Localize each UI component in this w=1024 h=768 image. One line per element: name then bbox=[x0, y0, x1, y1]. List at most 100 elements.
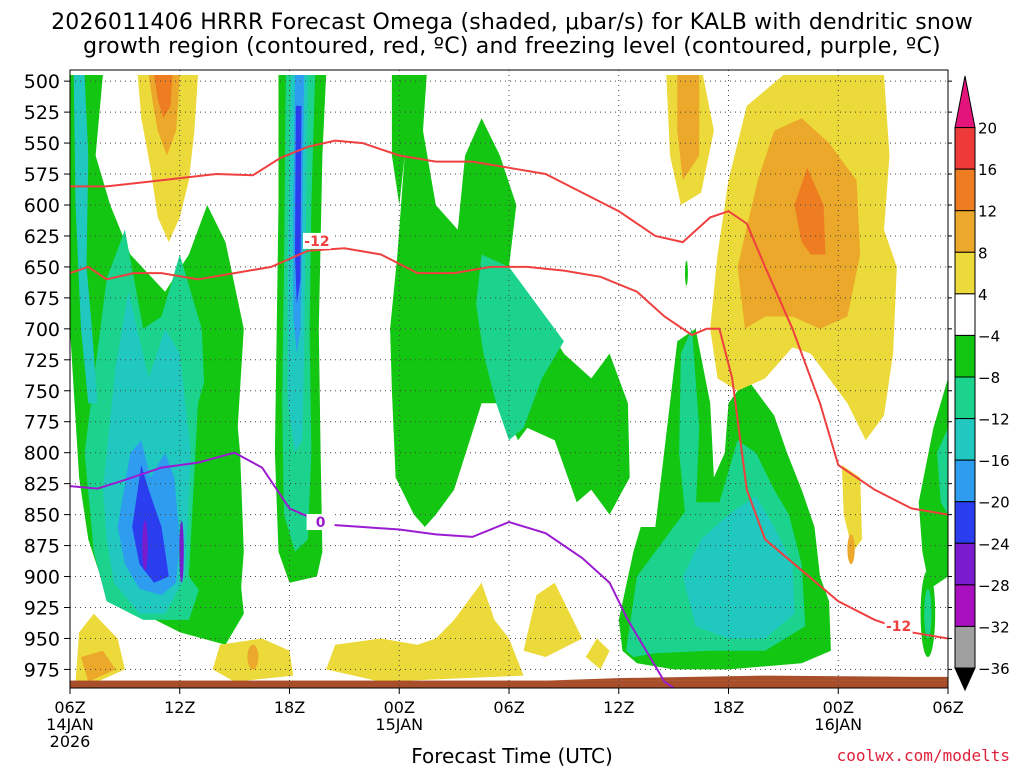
colorbar-box bbox=[954, 584, 976, 627]
contour-label-text: 0 bbox=[316, 515, 326, 531]
omega-area-minus24-left bbox=[132, 465, 169, 583]
colorbar-label: 16 bbox=[978, 161, 997, 179]
y-tick-label: 550 bbox=[24, 133, 60, 155]
omega-area-minus12-right-b bbox=[679, 328, 700, 527]
x-tick-label: 12Z bbox=[603, 698, 634, 717]
omega-area-plus4-low-middle-b bbox=[523, 582, 583, 657]
x-tick-date: 16JAN bbox=[814, 715, 862, 734]
y-tick-label: 575 bbox=[24, 164, 60, 186]
y-tick-label: 775 bbox=[24, 412, 60, 434]
colorbar-label: −12 bbox=[978, 411, 1010, 429]
omega-shading bbox=[70, 75, 948, 688]
ground-terrain-rise bbox=[545, 675, 948, 681]
x-tick-date: 14JAN bbox=[46, 715, 94, 734]
contour-label-bg bbox=[884, 618, 913, 635]
omega-area-minus8-left-b bbox=[188, 316, 244, 620]
y-tick-label: 850 bbox=[24, 505, 60, 527]
chart-title-line-2: growth region (contoured, red, ºC) and f… bbox=[83, 34, 941, 59]
ground-terrain bbox=[70, 680, 948, 688]
colorbar-label: 12 bbox=[978, 203, 997, 221]
x-tick-label: 00Z bbox=[823, 698, 854, 717]
y-tick-label: 950 bbox=[24, 628, 60, 650]
omega-area-plus8-right-b bbox=[847, 534, 855, 565]
y-tick-label: 675 bbox=[24, 288, 60, 310]
contour-label: -12 bbox=[302, 232, 331, 250]
y-tick-label: 925 bbox=[24, 597, 60, 619]
colorbar-box bbox=[954, 251, 976, 295]
omega-area-plus12-right bbox=[794, 167, 826, 255]
colorbar-label: −4 bbox=[978, 327, 1000, 345]
omega-area-plus4-low-middle bbox=[326, 582, 524, 682]
omega-area-plus4-right-b bbox=[841, 465, 862, 552]
x-tick-label: 06Z bbox=[493, 698, 524, 717]
site-credit: coolwx.com/modelts bbox=[836, 746, 1010, 765]
colorbar-label: −16 bbox=[978, 452, 1010, 470]
omega-area-minus16-left-top bbox=[73, 75, 98, 404]
colorbar-bottom-triangle bbox=[954, 667, 976, 692]
colorbar-box bbox=[954, 334, 976, 378]
contour-label-bg bbox=[306, 514, 335, 531]
y-tick-label: 875 bbox=[24, 536, 60, 558]
omega-area-plus8-low-b bbox=[247, 644, 259, 670]
colorbar-label: −8 bbox=[978, 369, 1000, 387]
colorbar-box bbox=[954, 293, 976, 336]
x-tick-label: 06Z bbox=[932, 698, 963, 717]
y-tick-label: 750 bbox=[24, 381, 60, 403]
x-tick-date: 15JAN bbox=[375, 715, 423, 734]
omega-area-minus12-far-right bbox=[937, 427, 948, 515]
y-tick-label: 525 bbox=[24, 102, 60, 124]
x-axis-title: Forecast Time (UTC) bbox=[411, 744, 613, 768]
contour-label: -12 bbox=[884, 618, 913, 635]
colorbar-label: −32 bbox=[978, 618, 1010, 636]
x-tick-label: 18Z bbox=[713, 698, 744, 717]
omega-area-minus16-right bbox=[682, 496, 795, 639]
omega-area-plus8-low-left bbox=[81, 650, 116, 682]
contour-dendritic-lower-12-c- bbox=[70, 247, 948, 640]
y-tick-label: 975 bbox=[24, 659, 60, 681]
omega-area-minus12-middle bbox=[476, 254, 564, 441]
x-tick-label: 00Z bbox=[384, 698, 415, 717]
contour-label-text: -12 bbox=[886, 619, 911, 635]
colorbar-box bbox=[954, 459, 976, 503]
colorbar-box bbox=[954, 168, 976, 212]
colorbar-label: −24 bbox=[978, 535, 1010, 553]
y-tick-label: 900 bbox=[24, 567, 60, 589]
contour-freezing-level-0-c- bbox=[70, 451, 675, 688]
omega-area-minus8-far-right bbox=[918, 378, 948, 589]
colorbar-box bbox=[954, 376, 976, 420]
y-tick-label: 600 bbox=[24, 195, 60, 217]
y-tick-label: 625 bbox=[24, 226, 60, 248]
colorbar-box bbox=[954, 625, 976, 669]
omega-area-minus12-far-right-b bbox=[924, 588, 932, 639]
contour-label: 0 bbox=[306, 514, 335, 531]
omega-area-minus8-spot bbox=[684, 260, 688, 286]
omega-area-minus8-upper bbox=[391, 75, 405, 205]
colorbar-label: −28 bbox=[978, 577, 1010, 595]
omega-area-plus4-top-left bbox=[137, 75, 198, 243]
y-axis: 500 525 550 575 600 625 650 675 700 725 750 775 800 8… bbox=[24, 71, 952, 681]
omega-area-minus28-left-b bbox=[179, 520, 184, 583]
contour-dendritic-upper-12-c- bbox=[70, 139, 948, 516]
colorbar-box bbox=[954, 501, 976, 544]
colorbar-label: 8 bbox=[978, 244, 988, 262]
omega-area-minus28-left-a bbox=[142, 520, 148, 571]
y-tick-label: 825 bbox=[24, 474, 60, 496]
omega-area-plus8-upper-right bbox=[677, 75, 700, 181]
contour-label-text: -12 bbox=[304, 234, 329, 250]
y-tick-label: 725 bbox=[24, 350, 60, 372]
y-tick-label: 650 bbox=[24, 257, 60, 279]
chart-title-line-1: 2026011406 HRRR Forecast Omega (shaded, … bbox=[51, 10, 973, 35]
colorbar-box bbox=[954, 418, 976, 461]
colorbar-label: 4 bbox=[978, 286, 988, 304]
contour-label-bg bbox=[302, 232, 331, 249]
y-tick-label: 800 bbox=[24, 443, 60, 465]
y-tick-label: 500 bbox=[24, 71, 60, 93]
colorbar-label: −36 bbox=[978, 660, 1010, 678]
colorbar-box bbox=[954, 127, 976, 170]
x-tick-label: 18Z bbox=[274, 698, 305, 717]
colorbar-box bbox=[954, 210, 976, 253]
x-tick-label: 06Z bbox=[54, 698, 85, 717]
colorbar-label: −20 bbox=[978, 494, 1010, 512]
